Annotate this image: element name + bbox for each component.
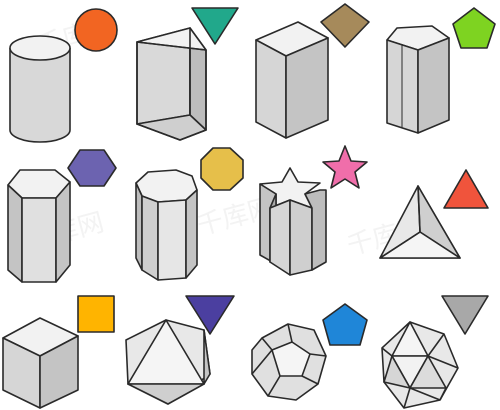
base-shape-circle <box>74 8 118 52</box>
cylinder-solid <box>9 35 71 143</box>
base-shape-square <box>320 3 370 48</box>
base-shape-triangle <box>443 169 489 209</box>
icosahedron-solid <box>381 321 459 409</box>
triangular-prism-solid <box>136 27 207 141</box>
base-shape-hexagon <box>67 149 117 187</box>
base-shape-triangle <box>185 295 235 335</box>
pentagonal-prism-solid <box>386 25 450 134</box>
watermark-layer: 千库网 千库网 千库网 千库网 <box>24 13 427 262</box>
base-shape-pentagon <box>322 303 368 346</box>
star-prism-solid <box>259 167 327 276</box>
octagonal-prism-solid <box>135 169 198 281</box>
base-shape-octagon <box>200 147 244 191</box>
base-shape-triangle <box>191 7 239 45</box>
hexagonal-prism-solid <box>7 169 71 283</box>
cube-solid <box>2 317 79 409</box>
octahedron-solid <box>125 319 211 405</box>
base-shape-star <box>322 145 368 189</box>
dodecahedron-solid <box>251 323 327 401</box>
base-shape-pentagon <box>452 7 496 49</box>
base-shape-triangle <box>441 295 489 335</box>
base-shape-square <box>77 295 115 333</box>
tetrahedron-solid <box>379 185 461 259</box>
square-prism-solid <box>255 21 329 139</box>
